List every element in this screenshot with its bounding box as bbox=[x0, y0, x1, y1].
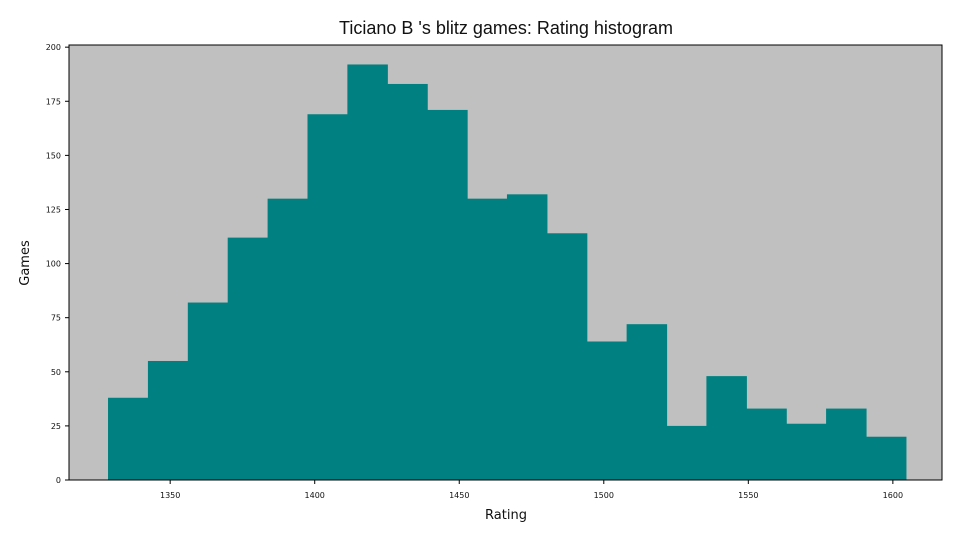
histogram-bar bbox=[546, 233, 588, 480]
histogram-bar bbox=[706, 376, 747, 480]
histogram-bar bbox=[427, 109, 468, 481]
histogram-bar bbox=[666, 425, 707, 480]
histogram-bar bbox=[467, 198, 508, 480]
x-tick-label: 1400 bbox=[305, 491, 325, 500]
histogram-bar bbox=[147, 360, 189, 480]
y-tick-label: 50 bbox=[51, 368, 61, 377]
histogram-bar bbox=[227, 237, 269, 480]
x-tick-label: 1350 bbox=[160, 491, 180, 500]
histogram-bar bbox=[626, 324, 668, 480]
y-tick-label: 150 bbox=[46, 151, 61, 160]
y-tick-label: 0 bbox=[56, 476, 61, 485]
histogram-bar bbox=[267, 198, 309, 480]
x-tick-label: 1550 bbox=[738, 491, 758, 500]
histogram-bar bbox=[108, 397, 149, 480]
histogram-bar bbox=[786, 423, 827, 480]
x-tick-label: 1600 bbox=[883, 491, 903, 500]
y-tick-label: 175 bbox=[46, 97, 61, 106]
x-tick-label: 1500 bbox=[594, 491, 614, 500]
histogram-bar bbox=[187, 302, 229, 480]
y-tick-label: 125 bbox=[46, 205, 61, 214]
y-tick-label: 75 bbox=[51, 314, 61, 323]
x-tick-label: 1450 bbox=[449, 491, 469, 500]
histogram-bar bbox=[387, 83, 428, 481]
histogram-bar bbox=[347, 64, 388, 480]
x-axis-label: Rating bbox=[485, 508, 527, 523]
chart-title: Ticiano B 's blitz games: Rating histogr… bbox=[339, 18, 673, 38]
y-tick-label: 200 bbox=[46, 43, 61, 52]
bars-group bbox=[108, 64, 907, 481]
histogram-bar bbox=[506, 194, 548, 480]
y-tick-label: 100 bbox=[46, 260, 61, 269]
y-axis-label: Games bbox=[18, 240, 33, 286]
histogram-bar bbox=[865, 436, 907, 480]
histogram-bar bbox=[586, 341, 628, 480]
x-axis-ticks: 1350 1400 1450 1500 1550 1600 bbox=[160, 480, 903, 500]
histogram-bar bbox=[826, 408, 867, 480]
histogram-bar bbox=[307, 114, 348, 480]
histogram-bar bbox=[746, 408, 787, 480]
plot-frame bbox=[68, 44, 943, 481]
y-axis-ticks: 0 25 50 75 100 125 150 175 200 bbox=[46, 43, 69, 485]
y-tick-label: 25 bbox=[51, 422, 61, 431]
